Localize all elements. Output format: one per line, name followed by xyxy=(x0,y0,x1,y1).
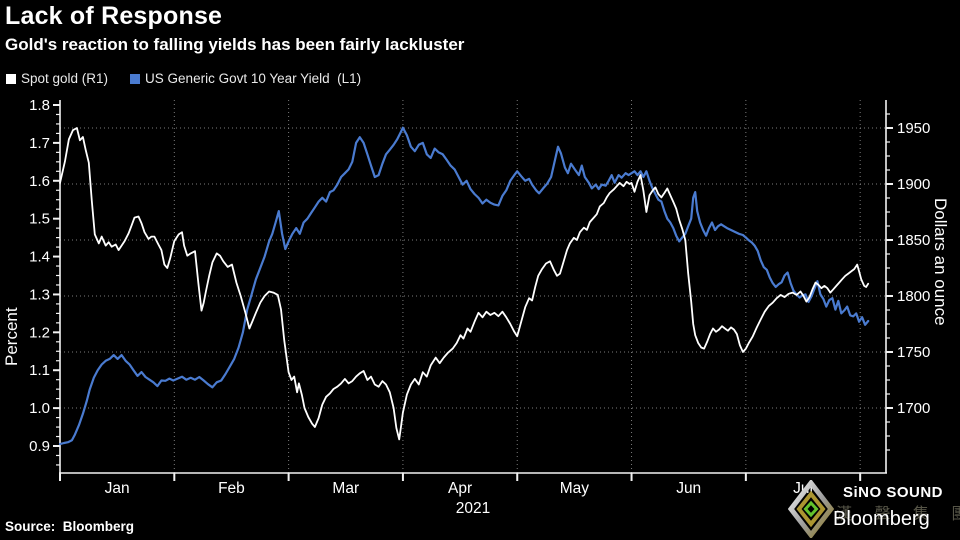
source-note: Source: Bloomberg xyxy=(5,519,135,534)
legend-swatch-spot-gold xyxy=(6,73,16,84)
x-axis-month-label: Mar xyxy=(332,480,359,497)
watermark-brand-text: SiNO SOUND xyxy=(843,484,944,501)
series-line-10y-yield xyxy=(58,126,870,446)
x-axis-month-label: Jan xyxy=(105,480,130,497)
left-axis-tick-label: 1.8 xyxy=(29,97,50,114)
left-axis-tick-label: 1.7 xyxy=(29,135,50,152)
sino-sound-diamond-icon xyxy=(788,480,834,538)
x-axis-year-label: 2021 xyxy=(456,500,490,517)
left-axis-title: Percent xyxy=(2,307,21,366)
watermark-bloomberg-text: Bloomberg xyxy=(833,508,930,530)
legend-swatch-10y-yield xyxy=(130,73,141,84)
left-axis-tick-label: 1.6 xyxy=(29,173,50,190)
left-axis-tick-label: 1.0 xyxy=(29,400,50,417)
x-axis-month-label: Apr xyxy=(448,480,472,497)
right-axis-tick-label: 1950 xyxy=(897,120,930,137)
left-axis-tick-label: 1.5 xyxy=(29,211,50,228)
left-axis-tick-label: 1.1 xyxy=(29,362,50,379)
x-axis-month-label: Jun xyxy=(676,480,701,497)
left-axis-tick-label: 1.3 xyxy=(29,286,50,303)
chart-subtitle: Gold's reaction to falling yields has be… xyxy=(5,35,465,54)
legend-item-10y-yield: US Generic Govt 10 Year Yield (L1) xyxy=(130,71,361,86)
watermark-chinese-text: 漢 聲 集 團 xyxy=(836,506,960,523)
right-axis-tick-label: 1900 xyxy=(897,176,930,193)
watermark: 漢 聲 集 團 SiNO SOUND Bloomberg xyxy=(788,478,960,540)
legend-label-10y-yield: US Generic Govt 10 Year Yield (L1) xyxy=(145,71,362,86)
chart-legend: Spot gold (R1) US Generic Govt 10 Year Y… xyxy=(6,71,361,86)
left-axis-tick-label: 1.2 xyxy=(29,324,50,341)
right-axis-tick-label: 1850 xyxy=(897,232,930,249)
legend-label-spot-gold: Spot gold (R1) xyxy=(21,71,109,86)
x-axis-month-label: May xyxy=(560,480,590,497)
legend-item-spot-gold: Spot gold (R1) xyxy=(6,71,108,86)
right-axis-title: Dollars an ounce xyxy=(931,198,950,326)
left-axis-tick-label: 0.9 xyxy=(29,438,50,455)
page-title: Lack of Response xyxy=(5,2,223,30)
left-axis-tick-label: 1.4 xyxy=(29,249,50,266)
chart-header: Lack of Response Gold's reaction to fall… xyxy=(5,2,464,55)
right-axis-tick-label: 1700 xyxy=(897,400,930,417)
series-line-spot-gold xyxy=(59,127,870,441)
right-axis-tick-label: 1800 xyxy=(897,288,930,305)
right-axis-tick-label: 1750 xyxy=(897,344,930,361)
x-axis-month-label: Feb xyxy=(218,480,245,497)
